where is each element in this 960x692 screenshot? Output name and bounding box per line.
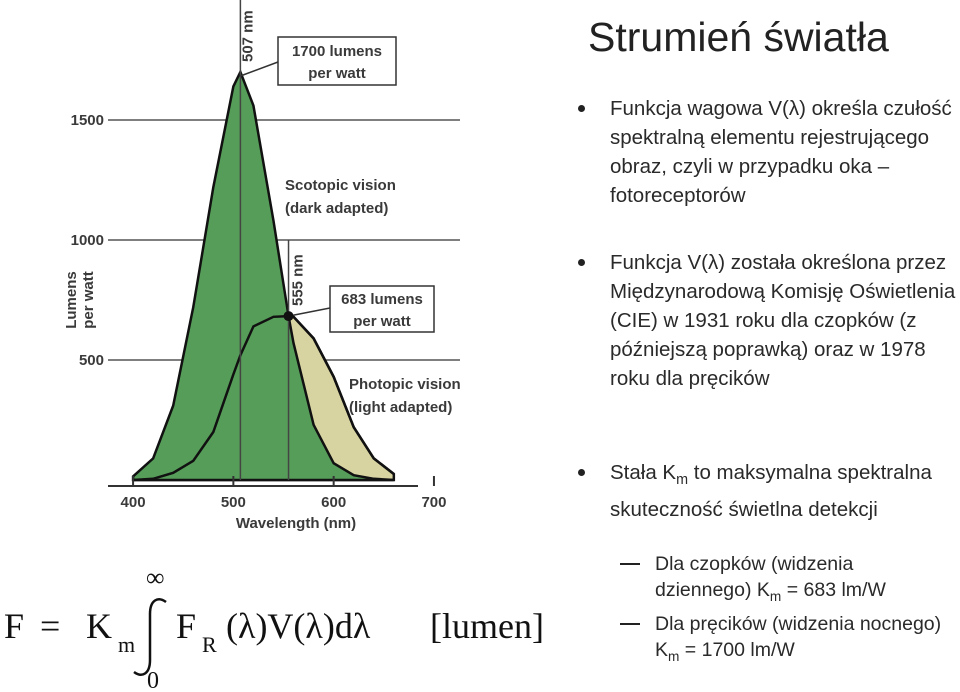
formula-part: m — [118, 632, 135, 657]
annotation: per watt — [353, 313, 411, 330]
formula-part: K — [86, 606, 112, 646]
formula-part: (λ)V(λ)dλ — [226, 606, 371, 646]
y-tick-label: 1500 — [71, 112, 104, 129]
subscript: m — [676, 472, 689, 489]
sub-bullet-text: = 1700 lm/W — [679, 639, 795, 661]
peak-dot — [283, 311, 294, 322]
leader — [288, 307, 331, 317]
annotation: 1700 lumens — [292, 43, 382, 60]
x-label: Wavelength (nm) — [236, 515, 356, 532]
x-tick-label: 600 — [321, 494, 346, 511]
annotation: 683 lumens — [341, 291, 423, 308]
sub-bullet-text: Dla czopków (widzenia dziennego) K — [655, 553, 854, 601]
formula-part: = — [40, 606, 60, 646]
annotation: per watt — [308, 65, 366, 82]
bullet-text: Stała K — [610, 461, 677, 484]
slide-title: Strumień światła — [588, 14, 889, 60]
bullet: Funkcja wagowa V(λ) określa czułość spek… — [578, 94, 958, 210]
chart: Lumensper watt Wavelength (nm) 500100015… — [63, 0, 461, 532]
legend-label: Scotopic vision — [285, 177, 396, 194]
bullet: Funkcja V(λ) została określona przez Mię… — [578, 248, 958, 393]
annotation: 555 nm — [290, 254, 307, 306]
sub-bullet-text: = 683 lm/W — [781, 579, 886, 601]
leader — [240, 61, 279, 77]
y-tick-label: 1000 — [71, 232, 104, 249]
callout-box — [277, 36, 397, 86]
x-tick-label: 700 — [421, 494, 446, 511]
integral-sign — [133, 598, 167, 676]
bullet: Stała Km to maksymalna spektralna skutec… — [578, 458, 958, 524]
formula-part: 0 — [147, 668, 159, 690]
line — [132, 314, 395, 482]
callout-box — [329, 285, 435, 333]
sub-bullet: Dla czopków (widzenia dziennego) Km = 68… — [620, 551, 955, 610]
y-label-line: per watt — [80, 271, 97, 329]
legend-label: Photopic vision — [349, 376, 461, 393]
area — [131, 68, 394, 482]
y-label: Lumensper watt — [63, 271, 97, 329]
y-tick-label: 500 — [79, 352, 104, 369]
sub-bullet: Dla pręcików (widzenia nocnego) Km = 170… — [620, 611, 955, 670]
legend-label: (dark adapted) — [285, 200, 388, 217]
subscript: m — [668, 648, 680, 664]
formula-part: [lumen] — [430, 606, 544, 646]
subscript: m — [769, 588, 782, 604]
x-tick-label: 400 — [121, 494, 146, 511]
legend-label: (light adapted) — [349, 399, 452, 416]
formula: F = K m ∞ 0 F R (λ)V(λ)dλ [lumen] — [4, 563, 544, 690]
formula-part: ∞ — [146, 563, 165, 592]
x-tick-label: 500 — [221, 494, 246, 511]
sub-bullet-text: Dla pręcików (widzenia nocnego) K — [655, 613, 942, 661]
y-label-line: Lumens — [63, 271, 80, 329]
bullet-text: to maksymalna spektralna skuteczność świ… — [610, 461, 932, 522]
formula-part: F — [4, 606, 24, 646]
formula-part: F — [176, 606, 196, 646]
annotation: 507 nm — [239, 10, 256, 62]
formula-part: R — [202, 632, 217, 657]
